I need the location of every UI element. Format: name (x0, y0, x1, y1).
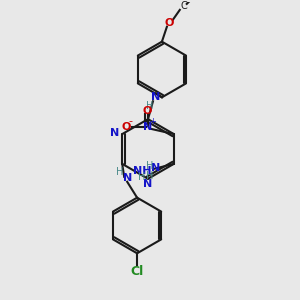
Text: NH: NH (134, 166, 152, 176)
Text: -: - (128, 116, 132, 126)
Text: N: N (143, 122, 153, 132)
Text: +: + (149, 117, 156, 126)
Text: Cl: Cl (130, 265, 144, 278)
Text: O: O (142, 106, 152, 116)
Text: N: N (110, 128, 119, 138)
Text: H: H (146, 171, 154, 181)
Text: O: O (122, 122, 131, 132)
Text: O: O (164, 18, 174, 28)
Text: H: H (138, 172, 146, 182)
Text: N: N (151, 163, 160, 173)
Text: C: C (180, 1, 187, 11)
Text: N: N (143, 179, 153, 189)
Text: N: N (122, 173, 132, 183)
Text: H: H (116, 167, 123, 177)
Text: H: H (146, 161, 154, 171)
Text: H: H (146, 101, 154, 111)
Text: N: N (151, 92, 160, 102)
